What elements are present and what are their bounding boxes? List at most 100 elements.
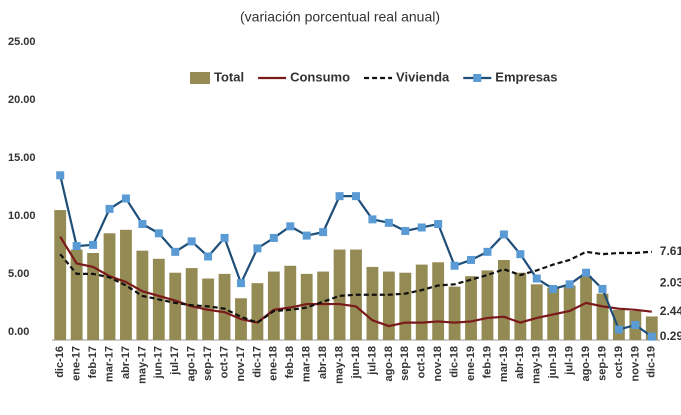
bar — [530, 284, 543, 340]
x-tick-label: abr-17 — [120, 346, 132, 379]
marker — [302, 231, 311, 240]
x-tick-label: sep-19 — [596, 346, 608, 381]
marker — [499, 230, 508, 239]
x-tick-label: abr-19 — [514, 346, 526, 379]
bar — [382, 271, 395, 340]
x-tick-label: nov-18 — [432, 346, 444, 381]
bar — [267, 271, 280, 340]
x-tick-label: ene-17 — [71, 346, 83, 381]
marker — [565, 280, 574, 289]
x-tick-label: ene-18 — [268, 346, 280, 381]
legend-label: Empresas — [495, 69, 557, 84]
marker — [286, 222, 295, 231]
bar — [448, 286, 461, 340]
bar — [596, 293, 609, 340]
marker — [516, 250, 525, 259]
marker — [417, 223, 426, 232]
marker — [89, 240, 98, 249]
marker — [204, 252, 213, 261]
bar — [399, 272, 412, 340]
y-tick-label: 10.00 — [8, 210, 36, 222]
legend-label: Consumo — [290, 69, 350, 84]
end-label: 2.44 — [660, 304, 681, 318]
x-tick-label: dic-18 — [449, 346, 461, 378]
marker — [467, 255, 476, 264]
bar — [415, 264, 428, 340]
marker — [319, 228, 328, 237]
y-tick-label: 15.00 — [8, 152, 36, 164]
x-tick-label: may-19 — [531, 346, 543, 384]
y-tick-label: 5.00 — [8, 268, 29, 280]
x-tick-label: jun-17 — [153, 346, 165, 379]
marker — [72, 242, 81, 251]
legend-label: Total — [214, 69, 244, 84]
bar — [613, 309, 625, 340]
legend-marker — [473, 74, 482, 82]
x-tick-label: jun-18 — [350, 346, 362, 379]
marker — [450, 261, 459, 270]
x-tick-label: nov-19 — [629, 346, 641, 381]
end-label: 0.29 — [660, 329, 681, 343]
marker — [582, 268, 591, 277]
marker — [105, 204, 114, 213]
legend-swatch — [190, 72, 210, 84]
bar — [481, 270, 494, 340]
x-tick-label: ago-19 — [580, 346, 592, 381]
bar — [169, 272, 182, 340]
x-tick-label: jul-18 — [366, 346, 378, 376]
x-tick-label: jul-17 — [169, 346, 181, 376]
x-tick-label: feb-17 — [87, 346, 99, 378]
marker — [56, 171, 65, 180]
x-tick-label: jul-19 — [564, 346, 576, 376]
marker — [187, 237, 196, 246]
bar — [580, 276, 592, 340]
x-tick-label: dic-16 — [54, 346, 66, 378]
x-tick-label: ago-18 — [383, 346, 395, 381]
x-tick-label: abr-18 — [317, 346, 329, 379]
x-tick-label: sep-18 — [399, 346, 411, 381]
marker — [549, 284, 558, 293]
chart-title: (variación porcentual real anual) — [240, 9, 440, 25]
bar — [432, 262, 445, 340]
y-tick-label: 25.00 — [8, 36, 36, 48]
bar — [563, 285, 576, 340]
x-tick-label: mar-17 — [103, 346, 115, 382]
x-tick-label: oct-17 — [218, 346, 230, 378]
bar — [300, 273, 313, 340]
marker — [171, 247, 180, 256]
marker — [434, 220, 443, 228]
x-tick-label: oct-19 — [613, 346, 625, 378]
marker — [220, 233, 229, 242]
marker — [483, 247, 492, 256]
y-tick-label: 0.00 — [8, 326, 29, 338]
marker — [138, 220, 147, 228]
bar — [645, 316, 658, 340]
legend-label: Vivienda — [396, 69, 450, 84]
marker — [236, 279, 245, 288]
x-tick-label: oct-18 — [416, 346, 428, 378]
x-tick-label: nov-17 — [235, 346, 247, 381]
marker — [631, 320, 640, 329]
y-tick-label: 20.00 — [8, 94, 36, 106]
bar — [54, 210, 67, 340]
marker — [352, 192, 360, 201]
marker — [253, 244, 262, 253]
bar — [70, 249, 83, 340]
bar — [366, 266, 379, 340]
bar — [465, 276, 477, 340]
bar — [103, 233, 116, 340]
bar — [284, 265, 297, 340]
marker — [598, 284, 607, 293]
x-tick-label: may-17 — [136, 346, 148, 384]
marker — [614, 325, 623, 334]
marker — [401, 226, 410, 235]
bar — [251, 283, 264, 340]
marker — [269, 233, 278, 242]
x-tick-label: may-18 — [333, 346, 345, 384]
bar — [185, 268, 198, 340]
marker — [532, 274, 541, 283]
bar — [497, 259, 510, 340]
bar — [333, 249, 346, 340]
marker — [154, 229, 163, 238]
